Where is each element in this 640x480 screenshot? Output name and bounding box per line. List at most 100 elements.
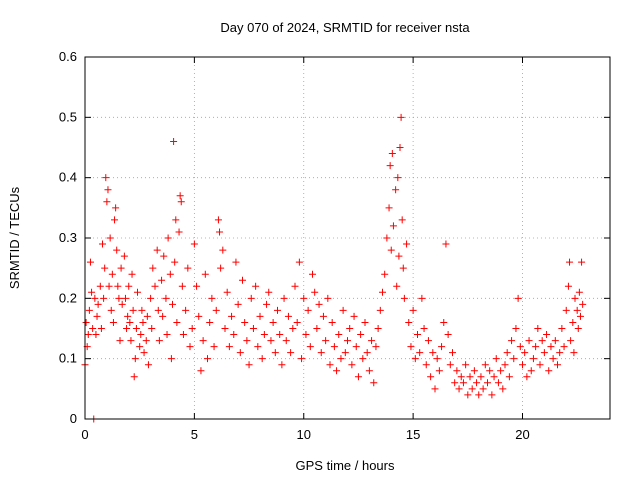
data-point bbox=[94, 300, 102, 308]
data-point bbox=[315, 300, 323, 308]
data-point bbox=[120, 252, 128, 260]
data-point bbox=[578, 258, 586, 266]
data-point bbox=[232, 258, 240, 266]
data-point bbox=[280, 294, 288, 302]
data-point bbox=[92, 331, 100, 339]
data-point bbox=[163, 331, 171, 339]
data-point bbox=[398, 216, 406, 224]
data-point bbox=[130, 373, 138, 381]
data-point bbox=[179, 331, 187, 339]
data-point bbox=[399, 264, 407, 272]
data-point bbox=[170, 137, 178, 145]
data-point bbox=[111, 216, 119, 224]
data-point bbox=[560, 343, 568, 351]
data-point bbox=[217, 264, 225, 272]
x-axis-label: GPS time / hours bbox=[296, 458, 395, 473]
data-point bbox=[341, 349, 349, 357]
y-tick-label: 0 bbox=[70, 411, 77, 426]
data-point bbox=[243, 337, 251, 345]
data-point bbox=[376, 306, 384, 314]
data-point bbox=[523, 373, 531, 381]
data-point bbox=[335, 331, 343, 339]
data-point bbox=[313, 325, 321, 332]
data-point bbox=[178, 282, 186, 290]
data-point bbox=[499, 385, 507, 393]
x-tick-label: 5 bbox=[191, 427, 198, 442]
data-point bbox=[416, 349, 424, 357]
data-point bbox=[337, 355, 345, 363]
data-point bbox=[138, 306, 146, 314]
data-point bbox=[405, 318, 413, 326]
data-point bbox=[93, 312, 101, 320]
data-point bbox=[103, 198, 111, 206]
grid-lines bbox=[85, 57, 610, 419]
data-point bbox=[326, 361, 334, 369]
data-point bbox=[172, 216, 180, 224]
data-point bbox=[129, 306, 137, 314]
data-point bbox=[407, 343, 415, 351]
data-point bbox=[144, 361, 152, 369]
data-point bbox=[385, 204, 393, 212]
data-point bbox=[177, 198, 185, 206]
data-point bbox=[117, 264, 125, 272]
data-point bbox=[245, 361, 253, 369]
data-point bbox=[352, 343, 360, 351]
data-point bbox=[169, 300, 176, 308]
data-point bbox=[387, 246, 395, 254]
data-point bbox=[556, 349, 564, 357]
data-point bbox=[365, 367, 373, 375]
data-point bbox=[422, 361, 430, 369]
data-point bbox=[536, 361, 544, 369]
data-point bbox=[529, 355, 537, 363]
data-point bbox=[396, 144, 404, 151]
data-point bbox=[106, 234, 114, 242]
data-point bbox=[549, 355, 557, 363]
data-point bbox=[569, 318, 577, 326]
data-point bbox=[269, 318, 277, 326]
data-point bbox=[449, 349, 456, 357]
data-point bbox=[497, 367, 505, 375]
data-point bbox=[311, 288, 319, 296]
data-point bbox=[554, 361, 561, 369]
data-point bbox=[411, 355, 419, 363]
data-point bbox=[214, 216, 222, 224]
data-point bbox=[397, 113, 405, 121]
data-point bbox=[287, 349, 295, 357]
data-point bbox=[438, 343, 446, 351]
data-point bbox=[400, 294, 408, 302]
data-point bbox=[225, 343, 233, 351]
axis-ticks bbox=[84, 56, 610, 420]
data-point bbox=[82, 318, 90, 326]
tick-labels: 0 5 10 15 20 0 0.1 0.2 0.3 0.4 0.5 0.6 bbox=[59, 49, 530, 442]
data-point bbox=[540, 349, 548, 357]
data-point bbox=[440, 318, 448, 326]
data-point bbox=[488, 391, 496, 399]
data-point bbox=[576, 312, 584, 320]
y-tick-label: 0.3 bbox=[59, 230, 77, 245]
data-point bbox=[368, 337, 376, 345]
data-point bbox=[195, 312, 203, 320]
data-point bbox=[123, 325, 131, 332]
data-point bbox=[188, 325, 196, 332]
data-point bbox=[455, 385, 463, 393]
data-point bbox=[459, 379, 467, 387]
data-point bbox=[424, 337, 432, 345]
x-tick-label: 10 bbox=[297, 427, 311, 442]
data-point bbox=[293, 318, 301, 326]
data-point bbox=[134, 288, 141, 296]
data-point bbox=[175, 228, 183, 236]
data-point bbox=[132, 325, 140, 332]
data-point bbox=[216, 228, 224, 236]
data-point bbox=[276, 331, 284, 339]
data-point bbox=[204, 355, 211, 363]
data-point bbox=[394, 174, 402, 182]
data-point bbox=[304, 306, 312, 314]
data-point bbox=[468, 385, 476, 393]
data-point bbox=[324, 294, 332, 302]
data-point bbox=[154, 306, 162, 314]
data-point bbox=[516, 343, 524, 351]
x-tick-label: 20 bbox=[515, 427, 529, 442]
data-point bbox=[190, 240, 198, 248]
y-tick-label: 0.5 bbox=[59, 109, 77, 124]
data-point bbox=[545, 367, 553, 375]
